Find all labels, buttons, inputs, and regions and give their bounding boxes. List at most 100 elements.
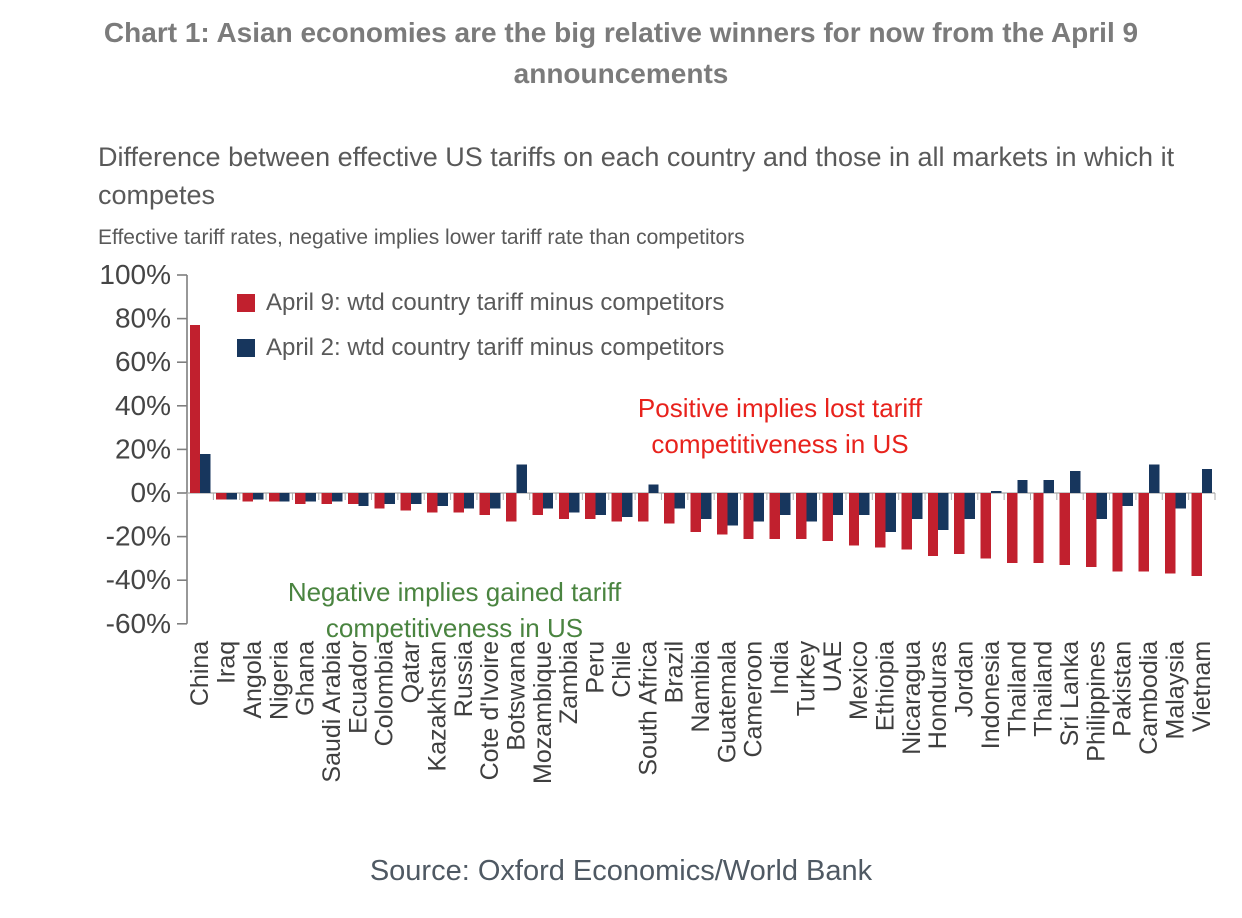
bar-april2-Sri Lanka [1070,471,1081,493]
y-tick-label: 60% [115,346,171,377]
bar-april9-Jordan [954,493,965,555]
annotation-positive: Positive implies lost tariff competitive… [637,393,923,459]
bar-april9-Cameroon [743,493,754,539]
bar-april9-Philippines [1085,493,1097,568]
x-label: Mozambique [529,641,557,784]
bar-april9-Mexico [848,493,860,546]
bar-april2-Cameroon [753,493,765,522]
legend-item-april2: April 2: wtd country tariff minus compet… [237,332,724,364]
x-label: Ethiopia [872,641,900,731]
bar-april9-Pakistan [1112,493,1123,572]
x-label: Philippines [1082,641,1110,762]
y-tick-label: 0% [131,477,171,508]
x-label: Angola [239,641,267,719]
bar-april9-Botswana [506,493,517,522]
x-label: Thailand [1030,641,1058,737]
bar-april9-South Africa [637,493,649,522]
x-label: Kazakhstan [423,641,451,772]
bar-april9-Guatemala [716,493,728,535]
bar-april9-Malaysia [1165,493,1176,574]
bar-april2-Zambia [569,493,580,513]
x-label: Colombia [371,641,399,747]
x-label: Cambodia [1135,641,1163,755]
bar-april2-Botswana [516,464,527,493]
bar-april2-Chile [621,493,633,517]
bar-april9-Ecuador [347,493,359,504]
x-label: Ghana [292,641,320,716]
bar-april2-Thailand [1043,479,1055,493]
bar-april2-Jordan [964,493,975,520]
x-label: Cameroon [740,641,768,758]
bar-april2-Saudi Arabia [331,493,343,502]
bar-april2-Indonesia [990,490,1002,493]
bar-april2-Brazil [674,493,686,509]
legend-swatch-april9-icon [237,294,255,312]
bar-april9-Kazakhstan [427,493,438,513]
y-tick-label: -20% [106,521,171,552]
bar-april2-Ghana [305,493,317,502]
bar-april2-Philippines [1096,493,1107,520]
bar-april2-Ethiopia [885,493,896,533]
bar-april2-India [780,493,791,515]
x-label: Peru [582,641,610,694]
bar-april9-Thailand [1033,493,1044,563]
bar-april2-Nicaragua [911,493,923,520]
x-label: Mexico [845,641,873,720]
bar-april9-Cote d'Ivoire [479,493,491,515]
bar-april9-Ethiopia [875,493,886,548]
legend-label-april9: April 9: wtd country tariff minus compet… [266,289,725,316]
bar-april2-UAE [832,493,844,515]
x-label: Pakistan [1109,641,1137,737]
bar-april9-Zambia [558,493,570,520]
bar-april2-Nigeria [279,493,290,502]
x-label: India [766,641,794,695]
bar-april2-Malaysia [1175,493,1186,509]
bar-april9-China [189,325,201,493]
x-label: Honduras [924,641,952,749]
bar-april9-Saudi Arabia [321,493,332,504]
bar-april2-Honduras [938,493,949,531]
x-label: South Africa [634,641,662,776]
bar-april9-Turkey [796,493,807,539]
x-label: Malaysia [1161,641,1189,740]
bar-april9-India [769,493,781,539]
bar-april9-Honduras [927,493,939,557]
bar-april9-Chile [611,493,622,522]
x-label: Thailand [1003,641,1031,737]
bar-april2-Peru [595,493,606,515]
bar-april2-Guatemala [727,493,738,526]
x-label: Cote d'Ivoire [476,641,504,781]
source-credit: Source: Oxford Economics/World Bank [369,855,873,887]
bar-april9-Indonesia [980,493,991,559]
bar-april2-Russia [463,493,475,509]
bar-april9-Nicaragua [901,493,912,550]
bar-april2-South Africa [648,484,659,493]
x-label: Indonesia [977,641,1005,750]
y-tick-label: 80% [115,303,171,334]
bar-april9-Colombia [374,493,385,509]
x-label: Jordan [951,641,979,717]
x-label: Chile [608,641,636,698]
bar-april2-Mexico [859,493,870,515]
y-tick-label: 20% [115,433,171,464]
bar-april9-Peru [585,493,596,520]
bar-april2-Cote d'Ivoire [490,493,501,509]
y-tick-label: 40% [115,390,171,421]
bar-april2-Mozambique [542,493,554,509]
bar-april2-Angola [252,493,264,500]
annotation-negative: Negative implies gained tariff competiti… [287,577,622,643]
bar-april9-Sri Lanka [1059,493,1071,565]
bar-april2-Turkey [806,493,817,522]
axis-note: Effective tariff rates, negative implies… [98,226,745,249]
bar-april9-Russia [453,493,464,513]
bar-april2-Thailand [1017,479,1028,493]
bar-april2-Colombia [384,493,396,504]
bar-april2-Iraq [226,493,237,500]
y-tick-label: 100% [99,259,171,290]
bar-april2-Kazakhstan [437,493,448,507]
bar-april9-UAE [822,493,833,541]
x-label: Namibia [687,641,715,733]
y-tick-label: -60% [106,608,171,639]
legend-label-april2: April 2: wtd country tariff minus compet… [266,334,725,361]
bar-april2-Qatar [411,493,422,504]
